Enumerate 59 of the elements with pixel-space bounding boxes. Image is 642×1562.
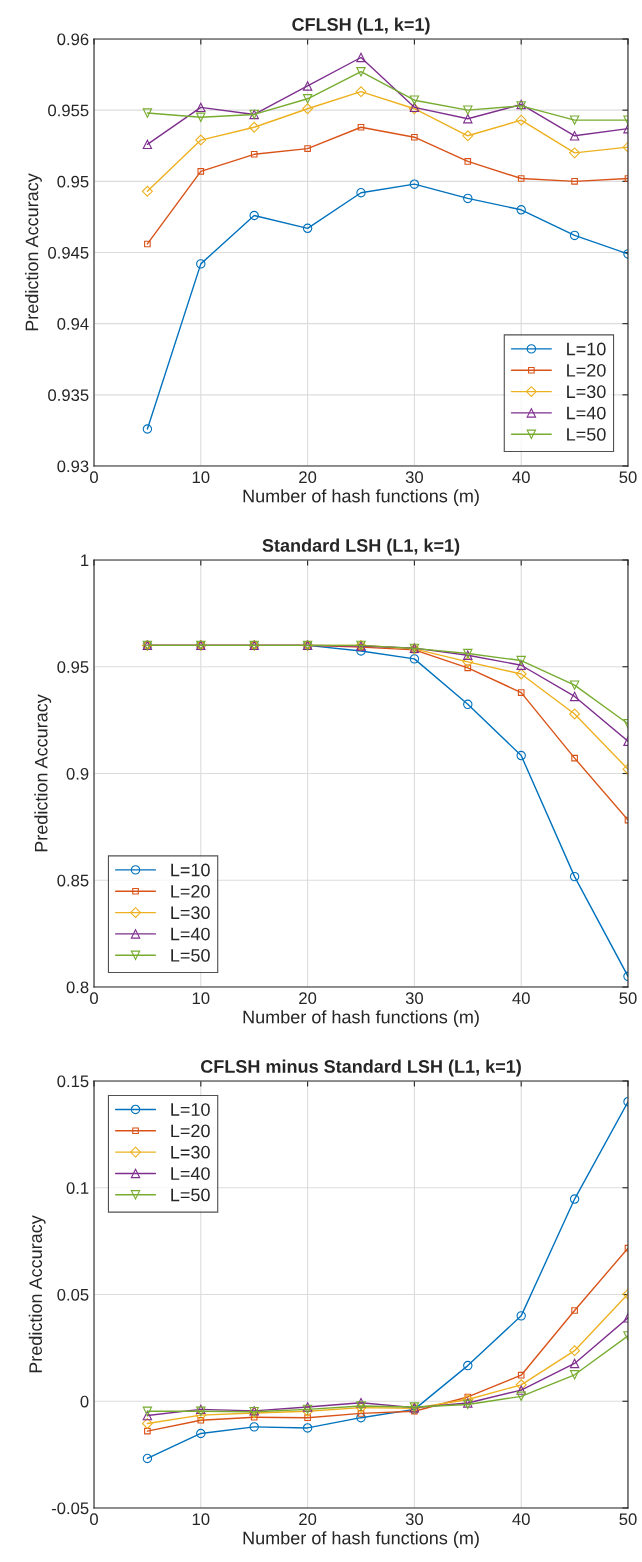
x-tick-label: 10 <box>192 471 210 484</box>
x-tick-label: 40 <box>512 1513 530 1526</box>
legend-label: L=40 <box>171 927 210 941</box>
y-axis-title: Prediction Accuracy <box>25 173 42 331</box>
x-axis-title: Number of hash functions (m) <box>243 1531 479 1548</box>
y-tick-label: 0.1 <box>66 1182 89 1194</box>
chart-title: Standard LSH (L1, k=1) <box>262 538 460 556</box>
x-tick-label: 50 <box>619 1513 637 1526</box>
x-tick-label: 0 <box>90 1513 98 1526</box>
x-axis-title: Number of hash functions (m) <box>243 489 479 506</box>
y-tick-label: 0.935 <box>48 389 89 402</box>
legend-label: L=30 <box>567 385 606 399</box>
legend-label: L=20 <box>171 884 210 898</box>
y-tick-label: 0.95 <box>57 661 89 673</box>
x-tick-label: 20 <box>299 471 317 484</box>
y-tick-label: 0.15 <box>57 1075 89 1088</box>
x-tick-label: 20 <box>299 1513 317 1526</box>
legend-label: L=50 <box>567 427 606 441</box>
legend-label: L=40 <box>567 406 606 420</box>
x-tick-label: 30 <box>405 1513 424 1526</box>
legend-label: L=40 <box>171 1167 210 1180</box>
y-tick-label: 0.945 <box>48 246 89 259</box>
y-tick-label: 0.85 <box>57 874 89 887</box>
y-tick-label: 0.8 <box>66 981 89 994</box>
x-axis-title: Number of hash functions (m) <box>243 1010 479 1027</box>
x-tick-label: 10 <box>192 1513 210 1526</box>
y-tick-label: 0.05 <box>57 1288 89 1301</box>
x-tick-label: 10 <box>192 992 210 1005</box>
x-tick-label: 50 <box>619 992 637 1005</box>
chart-title: CFLSH minus Standard LSH (L1, k=1) <box>200 1059 521 1077</box>
y-tick-label: 1 <box>81 554 89 567</box>
x-tick-label: 50 <box>619 471 637 484</box>
x-tick-label: 20 <box>299 992 317 1005</box>
legend-label: L=50 <box>171 1188 210 1202</box>
x-tick-label: 40 <box>512 992 530 1005</box>
legend-label: L=20 <box>567 363 606 377</box>
legend-label: L=30 <box>171 1145 210 1159</box>
y-tick-label: 0.95 <box>57 175 89 188</box>
y-tick-label: 0.9 <box>66 767 89 780</box>
x-tick-label: 0 <box>90 471 98 484</box>
legend-label: L=10 <box>171 863 210 877</box>
chart-title: CFLSH (L1, k=1) <box>292 17 430 35</box>
legend-label: L=20 <box>171 1124 210 1138</box>
x-tick-label: 40 <box>512 471 530 484</box>
y-tick-label: 0.96 <box>57 33 89 46</box>
y-tick-label: -0.05 <box>51 1502 89 1515</box>
x-tick-label: 0 <box>90 992 98 1005</box>
legend-label: L=30 <box>171 906 210 920</box>
x-tick-label: 30 <box>405 471 424 484</box>
x-tick-label: 30 <box>405 992 424 1005</box>
y-tick-label: 0.93 <box>57 460 89 473</box>
y-tick-label: 0.94 <box>57 318 89 330</box>
y-axis-title: Prediction Accuracy <box>34 694 52 852</box>
legend-label: L=10 <box>171 1103 210 1116</box>
legend-label: L=10 <box>567 342 606 356</box>
legend-label: L=50 <box>171 948 210 962</box>
y-tick-label: 0.955 <box>48 104 89 117</box>
y-axis-title: Prediction Accuracy <box>28 1215 46 1373</box>
y-tick-label: 0 <box>80 1395 89 1408</box>
